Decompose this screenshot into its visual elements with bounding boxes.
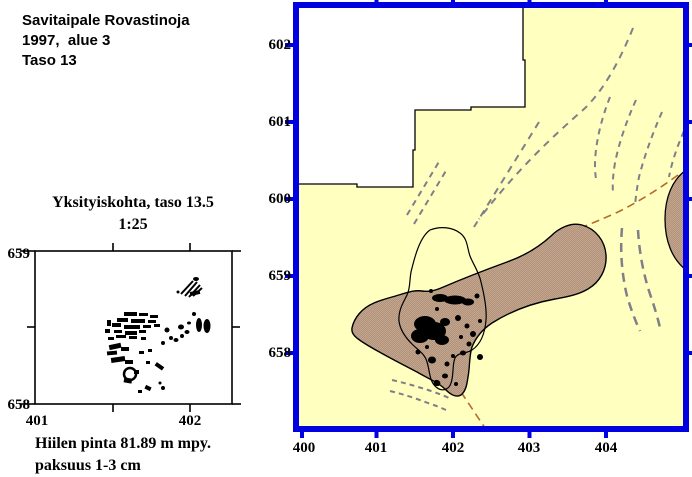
map-xtick-402: 402 xyxy=(441,440,465,456)
charcoal-scatter xyxy=(105,277,211,393)
map-ytick-602: 602 xyxy=(268,37,292,53)
inset-ytick-658: 658 xyxy=(7,397,31,413)
inset-xtick-401: 401 xyxy=(25,413,49,429)
map-ytick-658: 658 xyxy=(268,345,292,361)
detail-plot xyxy=(20,243,241,412)
inset-caption-line1: Hiilen pinta 81.89 m mpy. xyxy=(35,435,212,452)
inset-xtick-402: 402 xyxy=(178,413,202,429)
unexcavated-notch xyxy=(299,8,525,187)
inset-title: Yksityiskohta, taso 13.5 xyxy=(52,194,214,211)
detail-plot-frame xyxy=(20,243,241,412)
map-ytick-601: 601 xyxy=(268,114,292,130)
map-ytick-659: 659 xyxy=(268,268,292,284)
charcoal-marks xyxy=(411,289,483,387)
feature-inner-outline xyxy=(398,227,487,391)
inset-scale: 1:25 xyxy=(118,216,148,233)
map-xtick-404: 404 xyxy=(594,440,618,456)
feature-blob xyxy=(351,223,607,397)
map-xtick-401: 401 xyxy=(364,440,388,456)
main-map xyxy=(285,0,692,438)
map-xtick-403: 403 xyxy=(517,440,541,456)
orange-dashed-line xyxy=(460,174,679,429)
map-title-line2: 1997, alue 3 xyxy=(22,32,111,49)
inset-ytick-659: 659 xyxy=(7,246,31,262)
map-xtick-400: 400 xyxy=(292,440,316,456)
notch-boundary-line xyxy=(299,8,526,188)
edge-feature xyxy=(664,171,683,269)
grey-dashed-lines xyxy=(389,27,683,412)
map-title-line3: Taso 13 xyxy=(22,52,77,69)
map-title-line1: Savitaipale Rovastinoja xyxy=(22,12,190,29)
map-ytick-600: 600 xyxy=(268,191,292,207)
inset-caption-line2: paksuus 1-3 cm xyxy=(35,457,141,474)
